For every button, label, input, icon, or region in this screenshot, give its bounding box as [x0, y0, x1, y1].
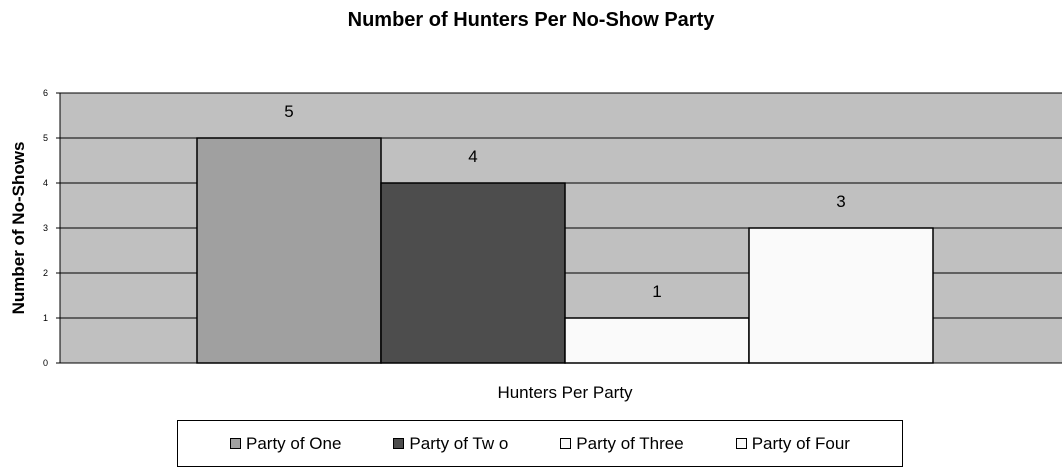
y-tick-label: 6	[43, 88, 48, 98]
legend-swatch	[229, 438, 241, 449]
y-tick-label: 1	[43, 313, 48, 323]
chart-title: Number of Hunters Per No-Show Party	[347, 9, 715, 31]
y-tick-label: 5	[43, 133, 48, 143]
data-label: 5	[284, 102, 293, 121]
y-tick-label: 0	[43, 358, 48, 368]
legend-label: Party of One	[245, 433, 342, 453]
bar	[196, 137, 382, 364]
legend-item: Party of One	[229, 433, 342, 454]
y-tick-label: 3	[43, 223, 48, 233]
data-label: 1	[652, 282, 661, 301]
legend-item: Party of Tw o	[393, 434, 508, 454]
legend-swatch	[560, 438, 572, 449]
legend-swatch	[735, 438, 747, 449]
data-label: 3	[836, 192, 845, 211]
bar	[380, 182, 566, 364]
legend-item: Party of Three	[560, 433, 684, 454]
legend: Party of One Party of Tw o Party of Three P…	[177, 420, 903, 467]
legend-swatch	[393, 438, 405, 449]
y-axis-title: Number of No-Shows	[9, 142, 28, 315]
y-tick-label: 2	[43, 268, 48, 278]
y-tick-label: 4	[43, 178, 48, 188]
legend-label: Party of Tw o	[409, 433, 509, 453]
bar	[748, 227, 934, 364]
legend-label: Party of Four	[751, 433, 850, 453]
legend-label: Party of Three	[576, 433, 684, 453]
bar	[564, 317, 750, 364]
legend-item: Party of Four	[735, 433, 850, 454]
data-label: 4	[468, 147, 477, 166]
x-axis-label: Hunters Per Party	[497, 383, 633, 402]
